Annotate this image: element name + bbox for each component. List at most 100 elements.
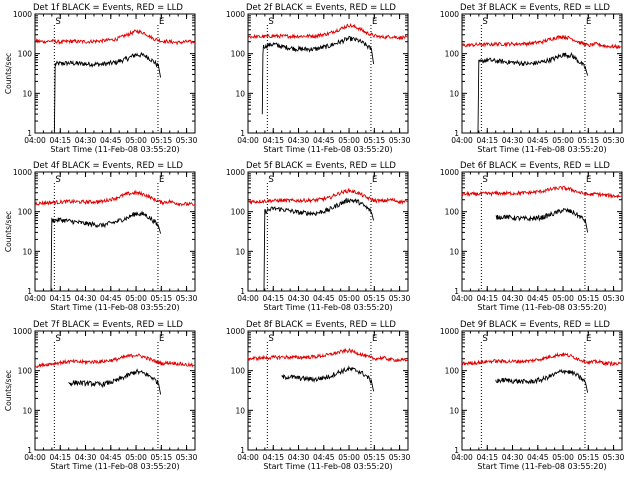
x-tick-label: 05:30 <box>176 294 198 303</box>
y-tick-label: 1 <box>240 287 245 296</box>
end-marker-label: E <box>586 17 591 27</box>
start-marker-label: S <box>268 17 273 27</box>
x-tick-label: 05:00 <box>125 294 147 303</box>
start-marker-label: S <box>55 175 60 185</box>
series-lld-line <box>461 34 623 50</box>
panel-det-6: Det 6f BLACK = Events, RED = LLD 1 10 100 10… <box>440 161 625 312</box>
series-lld-line <box>461 352 623 367</box>
x-tick-label: 04:00 <box>237 453 259 462</box>
x-tick-label: 04:30 <box>502 453 524 462</box>
y-tick-label: 1000 <box>226 327 245 336</box>
end-marker-label: E <box>159 175 164 185</box>
y-tick-label: 1 <box>454 446 459 455</box>
x-tick-label: 04:15 <box>49 136 71 145</box>
y-tick-label: 10 <box>22 247 32 256</box>
y-axis-label: Counts/sec <box>4 211 13 252</box>
panel-det-7: Det 7f BLACK = Events, RED = LLD 1 10 100 10… <box>4 320 198 471</box>
x-tick-label: 04:30 <box>75 294 97 303</box>
panel-det-5: Det 5f BLACK = Events, RED = LLD 1 10 100 10… <box>226 161 411 312</box>
y-tick-label: 10 <box>22 89 32 98</box>
series-lld-line <box>34 189 196 207</box>
panel-title: Det 4f BLACK = Events, RED = LLD <box>33 161 183 171</box>
x-tick-label: 04:45 <box>100 136 122 145</box>
series-lld-line <box>247 347 409 363</box>
x-tick-label: 05:30 <box>603 136 625 145</box>
x-tick-label: 04:45 <box>527 136 549 145</box>
y-tick-label: 100 <box>18 208 33 217</box>
end-marker-label: E <box>586 175 591 185</box>
panel-det-9: Det 9f BLACK = Events, RED = LLD 1 10 100 10… <box>440 320 625 471</box>
x-tick-label: 04:30 <box>288 136 310 145</box>
start-marker-label: S <box>482 334 487 344</box>
x-tick-label: 04:00 <box>24 136 46 145</box>
y-tick-label: 1000 <box>13 327 32 336</box>
series-events-line <box>261 35 375 115</box>
x-tick-label: 04:45 <box>313 136 335 145</box>
panel-det-2: Det 2f BLACK = Events, RED = LLD 1 10 100 10… <box>226 3 411 154</box>
y-tick-label: 1 <box>27 129 32 138</box>
x-tick-label: 04:45 <box>100 294 122 303</box>
panel-det-8: Det 8f BLACK = Events, RED = LLD 1 10 100 10… <box>226 320 411 471</box>
y-tick-label: 10 <box>22 406 32 415</box>
x-tick-label: 05:15 <box>578 294 600 303</box>
x-axis-label: Start Time (11-Feb-08 03:55:20) <box>477 145 606 154</box>
x-tick-label: 04:30 <box>288 453 310 462</box>
y-tick-label: 1000 <box>440 10 459 19</box>
y-tick-label: 1000 <box>226 168 245 177</box>
x-tick-label: 05:15 <box>151 294 173 303</box>
y-tick-label: 1000 <box>13 168 32 177</box>
y-tick-label: 10 <box>449 247 459 256</box>
x-tick-label: 04:45 <box>313 453 335 462</box>
x-axis-label: Start Time (11-Feb-08 03:55:20) <box>50 303 179 312</box>
x-tick-label: 05:30 <box>176 136 198 145</box>
x-tick-label: 05:30 <box>389 294 411 303</box>
y-tick-label: 100 <box>18 50 33 59</box>
series-events-line <box>281 365 375 392</box>
x-axis-label: Start Time (11-Feb-08 03:55:20) <box>477 303 606 312</box>
series-events-line <box>50 210 162 292</box>
y-axis-label: Counts/sec <box>4 53 13 94</box>
x-axis-label: Start Time (11-Feb-08 03:55:20) <box>50 462 179 471</box>
plot-frame <box>247 330 409 451</box>
panel-title: Det 9f BLACK = Events, RED = LLD <box>460 320 610 330</box>
y-axis-label: Counts/sec <box>4 370 13 411</box>
x-tick-label: 05:30 <box>603 294 625 303</box>
x-tick-label: 05:00 <box>552 453 574 462</box>
x-tick-label: 04:30 <box>502 294 524 303</box>
y-tick-label: 1 <box>240 446 245 455</box>
y-tick-label: 10 <box>235 247 245 256</box>
y-tick-label: 1000 <box>226 10 245 19</box>
x-tick-label: 04:15 <box>476 294 498 303</box>
x-tick-label: 05:00 <box>338 136 360 145</box>
y-tick-label: 1000 <box>440 327 459 336</box>
x-tick-label: 04:30 <box>75 136 97 145</box>
x-tick-label: 05:00 <box>552 294 574 303</box>
y-tick-label: 1 <box>27 287 32 296</box>
panel-title: Det 7f BLACK = Events, RED = LLD <box>33 320 183 330</box>
panel-det-1: Det 1f BLACK = Events, RED = LLD 1 10 100 10… <box>4 3 198 154</box>
y-tick-label: 100 <box>231 50 246 59</box>
x-tick-label: 05:30 <box>603 453 625 462</box>
x-axis-label: Start Time (11-Feb-08 03:55:20) <box>263 303 392 312</box>
end-marker-label: E <box>372 175 377 185</box>
x-tick-label: 04:45 <box>313 294 335 303</box>
plot-frame <box>461 330 623 451</box>
x-tick-label: 05:00 <box>125 453 147 462</box>
plot-frame <box>461 171 623 292</box>
x-tick-label: 05:15 <box>151 453 173 462</box>
y-tick-label: 100 <box>231 208 246 217</box>
y-tick-label: 100 <box>445 50 460 59</box>
x-tick-label: 05:30 <box>176 453 198 462</box>
y-tick-label: 1 <box>454 287 459 296</box>
x-tick-label: 05:15 <box>364 136 386 145</box>
series-events-line <box>495 368 589 393</box>
panel-title: Det 6f BLACK = Events, RED = LLD <box>460 161 610 171</box>
x-tick-label: 05:15 <box>578 136 600 145</box>
plot-frame <box>34 13 196 134</box>
x-tick-label: 04:30 <box>502 136 524 145</box>
panel-title: Det 1f BLACK = Events, RED = LLD <box>33 3 183 13</box>
y-tick-label: 100 <box>231 367 246 376</box>
start-marker-label: S <box>482 175 487 185</box>
x-axis-label: Start Time (11-Feb-08 03:55:20) <box>50 145 179 154</box>
plot-frame <box>247 171 409 292</box>
